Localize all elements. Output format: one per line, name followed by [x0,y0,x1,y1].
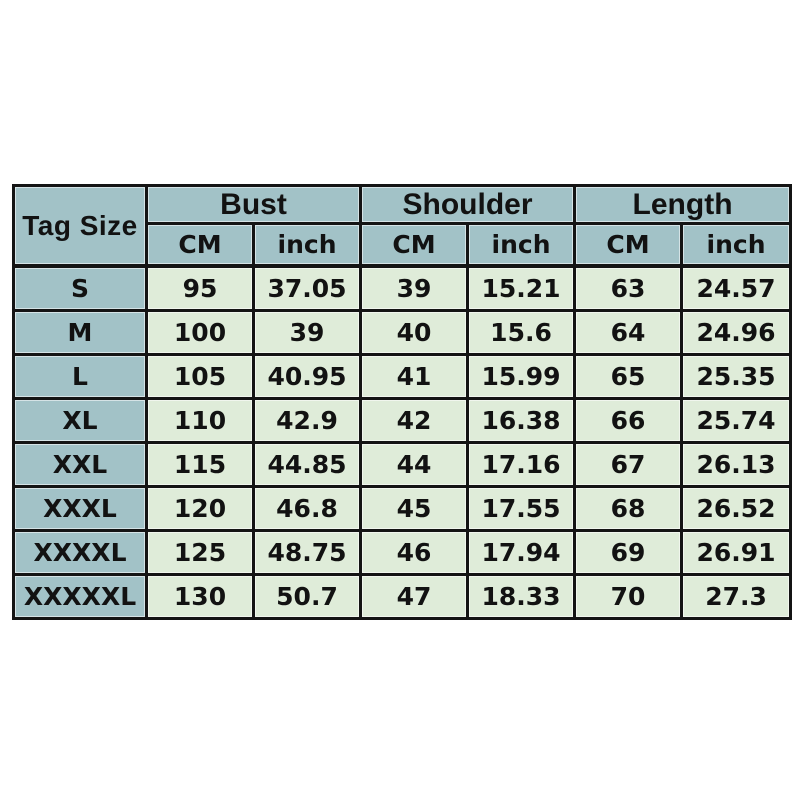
unit-header-row: CM inch CM inch CM inch [14,222,793,268]
group-header-bust: Bust [144,184,363,225]
value-cell: 24.96 [680,308,793,356]
value-cell: 41 [359,352,470,400]
value-cell: 63 [573,264,684,312]
value-cell: 105 [145,352,255,400]
value-cell: 15.6 [466,308,577,356]
value-cell: 48.75 [251,528,363,576]
value-cell: 110 [145,396,255,444]
value-cell: 50.7 [251,572,363,620]
value-cell: 42 [359,396,470,444]
value-cell: 40 [359,308,470,356]
value-cell: 25.74 [680,396,793,444]
value-cell: 45 [359,484,470,532]
value-cell: 68 [573,484,684,532]
size-cell: M [12,308,148,356]
unit-header-bust-inch: inch [251,222,363,268]
size-cell: XXXL [12,484,148,532]
table-row: S 95 37.05 39 15.21 63 24.57 [12,264,793,312]
value-cell: 42.9 [251,396,363,444]
value-cell: 18.33 [466,572,577,620]
value-cell: 115 [145,440,255,488]
value-cell: 17.94 [466,528,577,576]
value-cell: 47 [359,572,470,620]
value-cell: 65 [573,352,684,400]
value-cell: 46.8 [251,484,363,532]
size-cell: S [12,264,148,312]
table-row: XL 110 42.9 42 16.38 66 25.74 [12,396,793,444]
corner-header-tag-size: Tag Size [12,184,148,268]
value-cell: 44.85 [251,440,363,488]
unit-header-length-inch: inch [680,222,793,268]
table-row: L 105 40.95 41 15.99 65 25.35 [12,352,793,400]
value-cell: 66 [573,396,684,444]
value-cell: 15.99 [466,352,577,400]
size-cell: XXL [12,440,148,488]
value-cell: 67 [573,440,684,488]
value-cell: 27.3 [680,572,793,620]
value-cell: 44 [359,440,470,488]
value-cell: 64 [573,308,684,356]
size-cell: XXXXL [12,528,148,576]
value-cell: 95 [145,264,255,312]
value-cell: 17.16 [466,440,577,488]
size-chart-table: Tag Size Bust Shoulder Length CM inch CM… [12,184,793,620]
size-cell: L [12,352,148,400]
table-row: M 100 39 40 15.6 64 24.96 [12,308,793,356]
table-row: XXXXXL 130 50.7 47 18.33 70 27.3 [12,572,793,620]
group-header-row: Tag Size Bust Shoulder Length [12,184,793,268]
unit-header-shoulder-inch: inch [466,222,577,268]
group-header-length: Length [573,184,793,225]
size-cell: XXXXXL [12,572,148,620]
value-cell: 17.55 [466,484,577,532]
table-row: XXXL 120 46.8 45 17.55 68 26.52 [12,484,793,532]
unit-header-bust-cm: CM [145,222,255,268]
value-cell: 15.21 [466,264,577,312]
value-cell: 26.91 [680,528,793,576]
value-cell: 130 [145,572,255,620]
value-cell: 39 [251,308,363,356]
unit-header-length-cm: CM [573,222,684,268]
group-header-shoulder: Shoulder [359,184,577,225]
value-cell: 24.57 [680,264,793,312]
value-cell: 125 [145,528,255,576]
table-row: XXXXL 125 48.75 46 17.94 69 26.91 [12,528,793,576]
value-cell: 37.05 [251,264,363,312]
size-cell: XL [12,396,148,444]
value-cell: 39 [359,264,470,312]
value-cell: 100 [145,308,255,356]
value-cell: 26.52 [680,484,793,532]
value-cell: 120 [145,484,255,532]
value-cell: 70 [573,572,684,620]
value-cell: 26.13 [680,440,793,488]
value-cell: 40.95 [251,352,363,400]
unit-header-shoulder-cm: CM [359,222,470,268]
value-cell: 69 [573,528,684,576]
table-row: XXL 115 44.85 44 17.16 67 26.13 [12,440,793,488]
value-cell: 46 [359,528,470,576]
value-cell: 16.38 [466,396,577,444]
value-cell: 25.35 [680,352,793,400]
